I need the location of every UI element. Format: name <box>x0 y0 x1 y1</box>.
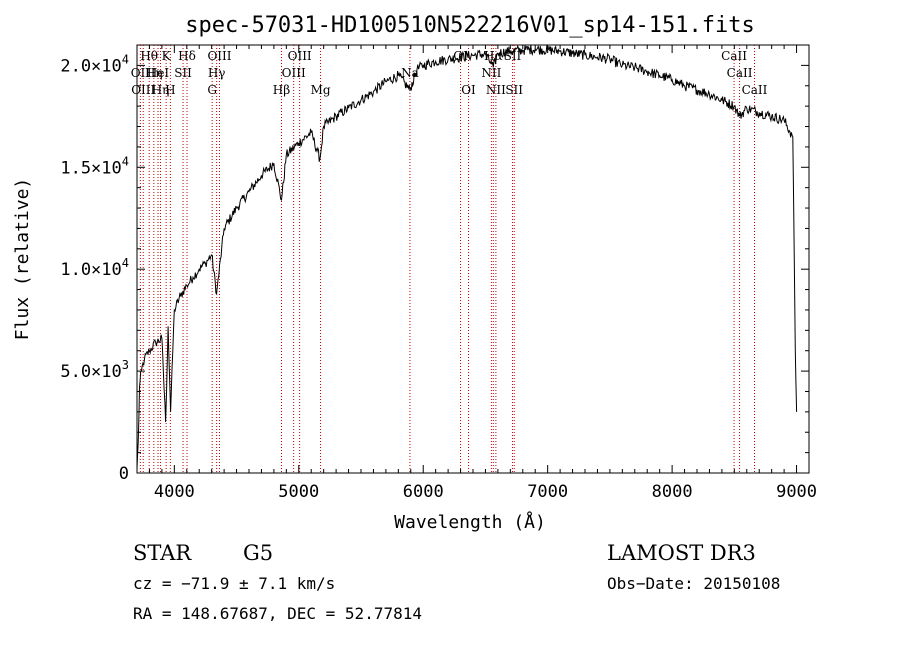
y-tick-label-0: 0 <box>119 464 129 484</box>
line-label-12: OIII <box>207 49 231 63</box>
line-label-25: CaII <box>721 49 747 63</box>
emission-lines <box>139 45 755 473</box>
x-tick-label-4: 8000 <box>652 482 693 502</box>
line-label-8: SII <box>174 66 192 80</box>
survey-name: LAMOST DR3 <box>607 541 756 565</box>
line-label-22: NII <box>486 83 506 97</box>
line-label-13: Hβ <box>273 83 290 97</box>
emission-line-labels: OIIOIIIHθHηHeIHηKHSIIHδGHγOIIIHβOIIIOIII… <box>131 49 768 97</box>
line-label-1: OIII <box>131 83 155 97</box>
line-label-24: SII <box>505 83 523 97</box>
line-label-4: HeI <box>147 66 170 80</box>
redshift-cz: cz = −71.9 ± 7.1 km/s <box>133 574 335 593</box>
line-label-26: CaII <box>727 66 753 80</box>
line-label-16: Mg <box>311 83 331 97</box>
y-axis-ticks: 0 5.0×103 1.0×104 1.5×104 2.0×104 <box>60 52 809 484</box>
line-label-7: H <box>165 83 175 97</box>
x-tick-label-1: 5000 <box>278 482 319 502</box>
y-tick-label-4: 2.0×104 <box>60 52 129 76</box>
line-label-3: Hη <box>145 66 163 80</box>
object-class: STAR <box>133 541 192 565</box>
plot-frame <box>136 44 810 474</box>
y-tick-label-2: 1.0×104 <box>60 256 129 280</box>
y-axis-label: Flux (relative) <box>12 178 33 341</box>
x-axis-label: Wavelength (Å) <box>394 511 546 533</box>
line-label-6: K <box>162 49 172 63</box>
line-label-11: Hγ <box>208 66 226 80</box>
spectrum-line <box>136 44 798 469</box>
subclass: G5 <box>243 541 273 565</box>
line-label-27: CaII <box>742 83 768 97</box>
line-label-15: OIII <box>288 49 312 63</box>
y-tick-label-3: 1.5×104 <box>60 154 129 178</box>
line-label-19: OI <box>461 83 476 97</box>
line-label-20: NII <box>481 66 501 80</box>
x-tick-label-3: 7000 <box>527 482 568 502</box>
x-axis-ticks: 4000 5000 6000 7000 8000 9000 <box>148 45 817 502</box>
obs-date: Obs−Date: 20150108 <box>607 574 780 593</box>
ra-dec: RA = 148.67687, DEC = 52.77814 <box>133 604 422 623</box>
line-label-2: Hθ <box>140 49 158 63</box>
line-label-0: OII <box>131 66 151 80</box>
line-label-10: G <box>207 83 217 97</box>
line-label-14: OIII <box>282 66 306 80</box>
x-tick-label-2: 6000 <box>403 482 444 502</box>
chart-title: spec-57031-HD100510N522216V01_sp14-151.f… <box>185 13 755 38</box>
line-label-5: Hη <box>152 83 170 97</box>
x-tick-label-5: 9000 <box>776 482 817 502</box>
line-label-9: Hδ <box>178 49 196 63</box>
y-tick-label-1: 5.0×103 <box>60 358 129 382</box>
x-tick-label-0: 4000 <box>154 482 195 502</box>
